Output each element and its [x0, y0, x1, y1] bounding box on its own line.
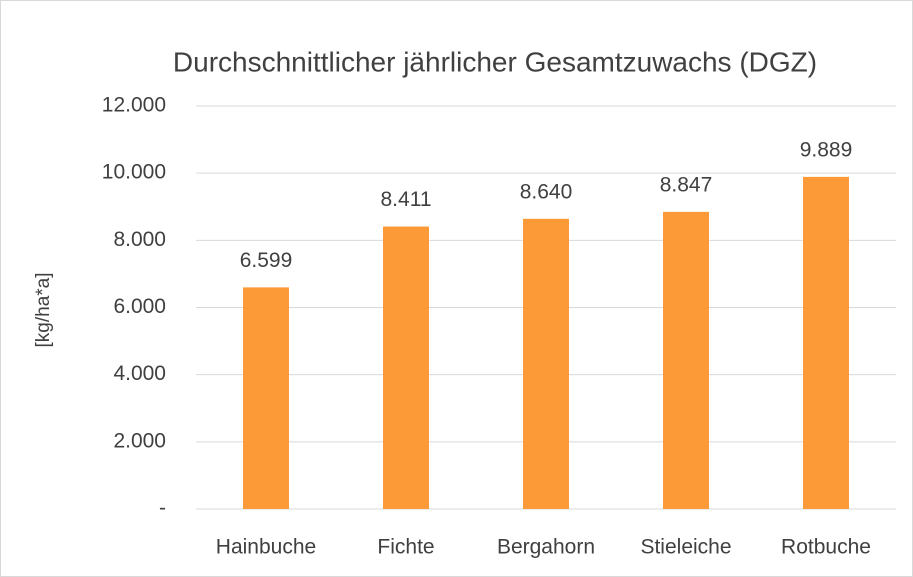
- x-tick-label: Rotbuche: [781, 536, 871, 559]
- x-tick-label: Fichte: [377, 536, 434, 559]
- bar: [383, 226, 429, 509]
- value-label: 9.889: [800, 138, 853, 161]
- chart-title: Durchschnittlicher jährlicher Gesamtzuwa…: [173, 46, 817, 77]
- value-label: 8.847: [660, 173, 713, 196]
- y-axis-label: [kg/ha*a]: [33, 273, 54, 348]
- y-tick-label: 10.000: [102, 161, 166, 184]
- y-tick-label: -: [159, 497, 166, 520]
- bar: [803, 176, 849, 509]
- y-tick-label: 2.000: [113, 429, 166, 452]
- value-label: 8.411: [381, 188, 432, 211]
- y-tick-label: 4.000: [113, 362, 166, 385]
- bar: [523, 218, 569, 509]
- bar: [243, 287, 289, 509]
- y-tick-label: 6.000: [113, 295, 166, 318]
- y-tick-label: 8.000: [113, 228, 166, 251]
- x-tick-label: Stieleiche: [640, 536, 731, 559]
- value-label: 8.640: [520, 180, 573, 203]
- bar: [663, 211, 709, 509]
- x-tick-label: Hainbuche: [216, 536, 316, 559]
- x-tick-label: Bergahorn: [497, 536, 595, 559]
- value-label: 6.599: [240, 249, 293, 272]
- y-tick-label: 12.000: [102, 94, 166, 117]
